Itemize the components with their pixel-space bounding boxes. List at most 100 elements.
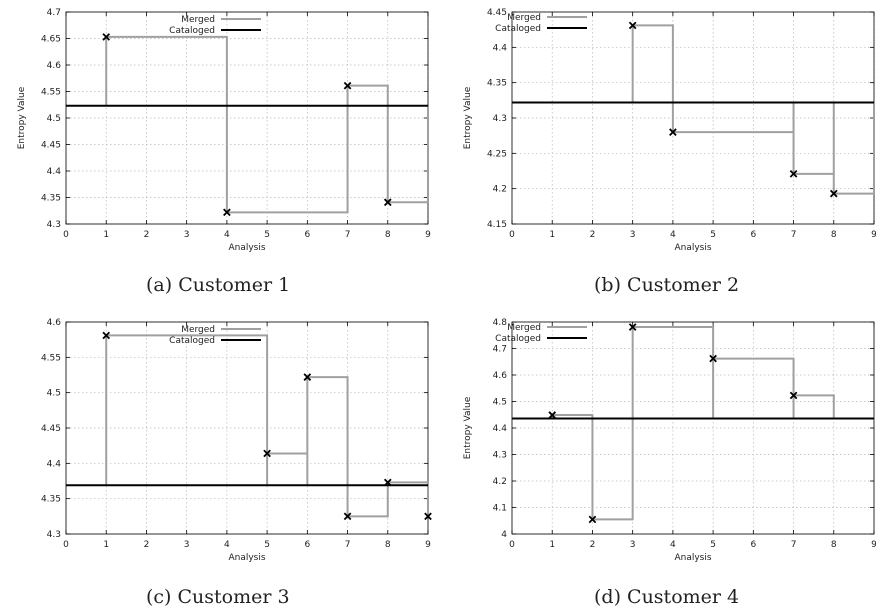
y-tick-label: 4.65 — [41, 35, 61, 45]
caption-customer-4: (d) Customer 4 — [594, 586, 740, 608]
merged-data-point — [628, 323, 637, 331]
y-tick-label: 4.3 — [493, 114, 507, 124]
x-tick-label: 4 — [670, 230, 676, 240]
x-tick-label: 5 — [710, 230, 716, 240]
y-tick-label: 4.4 — [493, 43, 508, 53]
legend-label-cataloged: Cataloged — [495, 24, 541, 34]
merged-data-point — [789, 391, 798, 400]
merged-data-point — [709, 354, 717, 363]
x-tick-label: 8 — [831, 230, 837, 240]
legend-label-merged: Merged — [181, 15, 215, 25]
y-axis-label: Entropy Value — [463, 396, 473, 459]
x-tick-label: 6 — [304, 230, 310, 240]
y-tick-label: 4.6 — [47, 61, 62, 71]
x-tick-label: 9 — [425, 540, 431, 550]
legend-label-cataloged: Cataloged — [169, 336, 215, 346]
x-tick-label: 2 — [590, 230, 596, 240]
x-tick-label: 3 — [630, 230, 636, 240]
merged-data-point — [102, 33, 111, 41]
y-tick-label: 4.35 — [41, 495, 61, 505]
y-tick-label: 4.7 — [493, 345, 507, 355]
x-tick-label: 8 — [831, 540, 837, 550]
x-tick-label: 2 — [590, 540, 596, 550]
x-tick-label: 5 — [264, 230, 270, 240]
merged-data-point — [669, 128, 677, 136]
chart-customer-2: 0 1 2 3 4 5 6 7 8 9 4.15 4.2 4.25 4.3 4.35 4.4 4.45 Analy… — [463, 8, 876, 253]
x-tick-label: 5 — [264, 540, 270, 550]
x-tick-label: 3 — [184, 230, 190, 240]
chart-customer-4: 0 1 2 3 4 5 6 7 8 9 4 4.1 4.2 4.3 4.4 4.5 4.6 4.7 4.8 Analy… — [463, 318, 876, 563]
x-tick-label: 2 — [144, 540, 150, 550]
x-tick-label: 2 — [144, 230, 150, 240]
chart-panel-customer-3: 0 1 2 3 4 5 6 7 8 9 4.3 4.35 4.4 4.45 4.5 4.55 4.6 Analys… — [10, 318, 436, 573]
y-axis-label: Entropy Value — [463, 86, 473, 149]
merged-data-point — [424, 512, 432, 521]
x-tick-label: 0 — [63, 540, 69, 550]
legend-label-cataloged: Cataloged — [495, 334, 541, 344]
y-tick-label: 4.5 — [47, 114, 61, 124]
x-axis-label: Analysis — [674, 553, 711, 563]
chart-panel-customer-2: 0 1 2 3 4 5 6 7 8 9 4.15 4.2 4.25 4.3 4.35 4.4 4.45 Analy… — [456, 8, 876, 263]
merged-data-point — [263, 449, 271, 458]
x-tick-label: 9 — [425, 230, 431, 240]
x-tick-label: 5 — [710, 540, 716, 550]
x-tick-label: 3 — [184, 540, 190, 550]
x-tick-label: 1 — [103, 230, 109, 240]
x-tick-label: 7 — [791, 540, 797, 550]
x-tick-label: 0 — [509, 540, 515, 550]
x-tick-label: 4 — [224, 540, 230, 550]
y-tick-label: 4.5 — [47, 389, 61, 399]
y-tick-label: 4.1 — [493, 504, 507, 514]
merged-data-point — [829, 189, 838, 198]
merged-data-point — [343, 512, 352, 521]
y-tick-label: 4.3 — [47, 530, 61, 540]
y-axis-label: Entropy Value — [17, 86, 27, 149]
y-tick-label: 4.8 — [493, 318, 508, 328]
y-tick-label: 4.7 — [47, 8, 61, 18]
x-tick-label: 3 — [630, 540, 636, 550]
merged-data-point — [588, 515, 597, 524]
x-tick-label: 8 — [385, 540, 391, 550]
x-tick-label: 1 — [549, 230, 555, 240]
y-tick-label: 4.6 — [493, 371, 508, 381]
x-tick-label: 6 — [304, 540, 310, 550]
y-tick-label: 4.2 — [493, 185, 507, 195]
y-tick-label: 4 — [501, 530, 507, 540]
merged-series-line — [105, 35, 429, 214]
y-tick-label: 4.55 — [41, 353, 61, 363]
x-axis-label: Analysis — [228, 553, 265, 563]
x-tick-label: 4 — [224, 230, 230, 240]
y-tick-label: 4.35 — [41, 194, 61, 204]
x-tick-label: 8 — [385, 230, 391, 240]
merged-data-point — [102, 331, 111, 340]
x-tick-label: 7 — [345, 230, 351, 240]
merged-data-point — [343, 81, 352, 90]
chart-panel-customer-1: 0 1 2 3 4 5 6 7 8 9 4.3 4.35 4.4 4.45 4.5 4.55 4.6 4.65 4.… — [10, 8, 436, 263]
chart-customer-3: 0 1 2 3 4 5 6 7 8 9 4.3 4.35 4.4 4.45 4.5 4.55 4.6 Analys… — [41, 318, 432, 563]
merged-series-line — [551, 326, 835, 521]
caption-customer-3: (c) Customer 3 — [146, 586, 290, 608]
merged-data-point — [548, 411, 557, 419]
merged-data-point — [223, 208, 231, 217]
x-tick-label: 4 — [670, 540, 676, 550]
x-tick-label: 9 — [871, 230, 876, 240]
chart-customer-1: 0 1 2 3 4 5 6 7 8 9 4.3 4.35 4.4 4.45 4.5 4.55 4.6 4.65 4.… — [17, 8, 431, 253]
y-tick-label: 4.25 — [487, 149, 507, 159]
x-tick-label: 0 — [63, 230, 69, 240]
caption-customer-1: (a) Customer 1 — [146, 274, 291, 296]
x-tick-label: 9 — [871, 540, 876, 550]
caption-customer-2: (b) Customer 2 — [594, 274, 740, 296]
x-tick-label: 1 — [549, 540, 555, 550]
y-tick-label: 4.4 — [47, 167, 62, 177]
merged-data-point — [628, 21, 637, 30]
y-tick-label: 4.5 — [493, 398, 507, 408]
y-tick-label: 4.15 — [487, 220, 507, 230]
merged-data-point — [789, 169, 798, 178]
merged-data-point — [383, 198, 392, 207]
y-tick-label: 4.35 — [487, 79, 507, 89]
y-tick-label: 4.45 — [487, 8, 507, 18]
x-tick-label: 1 — [103, 540, 109, 550]
chart-panel-customer-4: 0 1 2 3 4 5 6 7 8 9 4 4.1 4.2 4.3 4.4 4.5 4.6 4.7 4.8 Analy… — [456, 318, 876, 573]
y-tick-label: 4.4 — [493, 424, 508, 434]
